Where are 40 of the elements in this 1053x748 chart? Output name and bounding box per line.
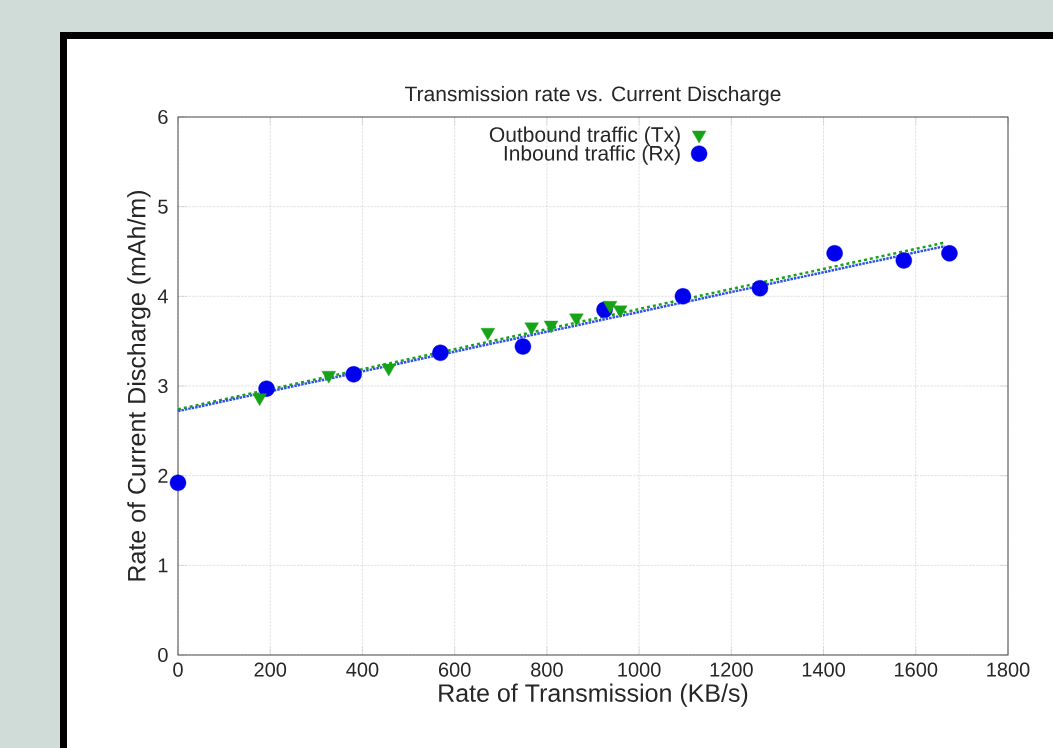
point [941, 245, 958, 262]
point [345, 366, 362, 383]
y-tick-label: 0 [158, 647, 168, 663]
y-axis-title: Rate of Current Discharge (mAh/m) [127, 191, 151, 581]
x-axis-title: Rate of Transmission (KB/s) [439, 683, 748, 707]
point [895, 252, 912, 269]
chart-title: Transmission rate vs. Current Discharge [405, 85, 781, 106]
y-tick-label: 3 [158, 378, 168, 394]
point [321, 371, 336, 384]
point [252, 393, 267, 406]
x-tick-label: 1000 [618, 662, 661, 677]
x-tick-label: 1600 [895, 662, 938, 677]
point [569, 313, 584, 327]
y-tick-label: 1 [158, 558, 168, 573]
x-tick-label: 1200 [710, 662, 753, 677]
point [169, 474, 187, 492]
y-tick-label: 6 [158, 109, 168, 125]
point [826, 245, 843, 262]
x-tick-label: 400 [346, 662, 379, 677]
x-tick-label: 1400 [802, 662, 846, 677]
point [258, 380, 275, 397]
x-tick-label: 1800 [987, 662, 1030, 677]
x-tick-label: 800 [531, 662, 563, 677]
point [432, 344, 449, 362]
point [613, 305, 628, 318]
x-tick-label: 0 [173, 662, 183, 677]
point [602, 301, 618, 314]
point [524, 322, 539, 336]
point [543, 320, 559, 334]
x-tick-label: 600 [439, 662, 471, 677]
x-tick-label: 200 [254, 662, 287, 677]
point [674, 288, 692, 305]
y-tick-label: 2 [158, 468, 168, 483]
y-tick-label: 4 [157, 289, 168, 304]
legend-label: Inbound traffic (Rx) [504, 145, 680, 165]
point [514, 338, 532, 355]
y-tick-label: 5 [158, 199, 168, 214]
point [480, 328, 495, 341]
point [381, 363, 396, 377]
point [751, 280, 769, 297]
